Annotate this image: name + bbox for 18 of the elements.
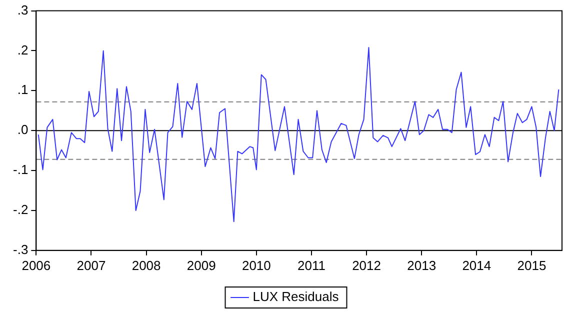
- y-tick-label: -.2: [13, 202, 28, 218]
- x-tick-label: 2006: [22, 258, 51, 273]
- y-tick-label: .0: [17, 122, 28, 138]
- y-tick-label: .3: [17, 2, 28, 18]
- x-tick-label: 2015: [517, 258, 546, 273]
- x-tick-label: 2014: [462, 258, 492, 273]
- x-tick-label: 2010: [242, 258, 271, 273]
- y-tick-label: -.3: [13, 242, 28, 257]
- x-tick-label: 2009: [186, 258, 216, 273]
- y-tick-label: -.1: [13, 162, 28, 178]
- legend-label: LUX Residuals: [252, 289, 340, 304]
- x-tick-label: 2007: [76, 258, 106, 273]
- x-tick-label: 2008: [132, 258, 161, 273]
- x-tick-label: 2011: [297, 258, 326, 273]
- y-tick-label: .2: [17, 42, 28, 58]
- x-tick-label: 2013: [407, 258, 436, 273]
- y-tick-label: .1: [17, 82, 28, 98]
- x-tick-label: 2012: [352, 258, 381, 273]
